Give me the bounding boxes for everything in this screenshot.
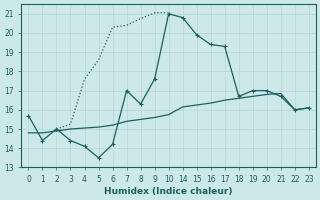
- X-axis label: Humidex (Indice chaleur): Humidex (Indice chaleur): [104, 187, 233, 196]
